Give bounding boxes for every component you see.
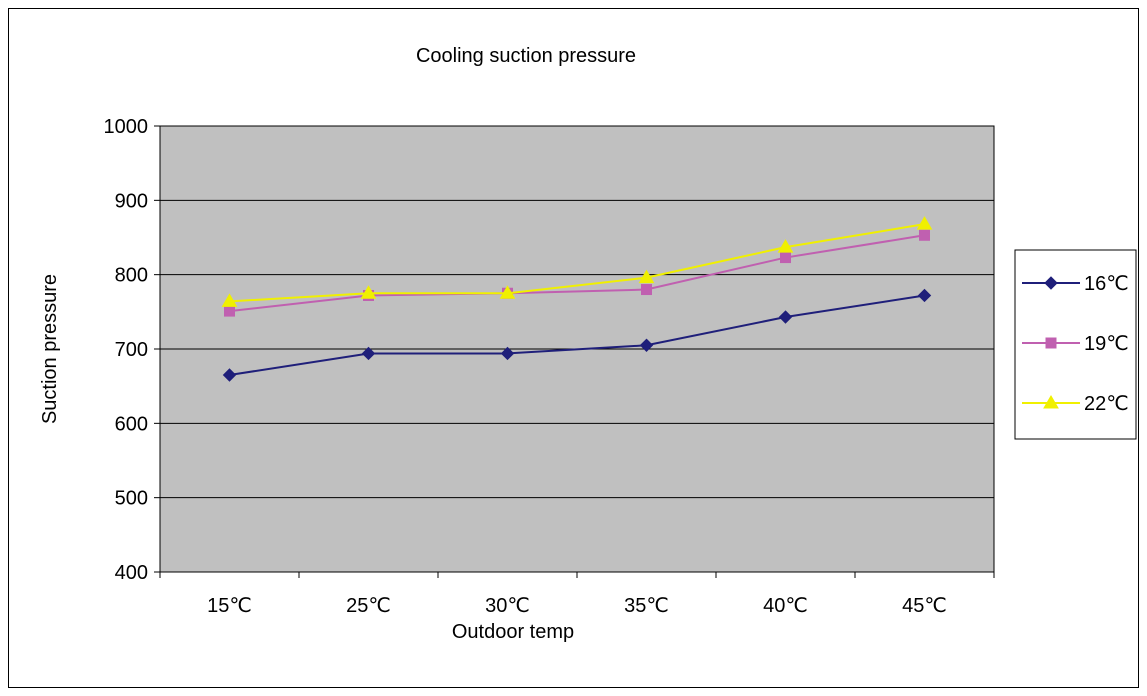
gridlines xyxy=(154,125,994,573)
legend-label-1: 19℃ xyxy=(1084,333,1129,355)
data-point-0-3 xyxy=(639,338,654,352)
data-point-0-4 xyxy=(778,310,793,324)
series-line-2 xyxy=(229,223,925,303)
x-axis-tick-labels: 15℃ 25℃ 30℃ 35℃ 40℃ 45℃ xyxy=(207,595,947,617)
data-point-2-1 xyxy=(360,285,377,299)
x-tick-label-5: 45℃ xyxy=(902,595,947,617)
x-axis-label: Outdoor temp xyxy=(452,621,574,643)
x-tick-label-3: 35℃ xyxy=(624,595,669,617)
x-tick-label-2: 30℃ xyxy=(485,595,530,617)
legend-marker-2 xyxy=(1043,395,1059,409)
y-tick-label-600: 600 xyxy=(115,413,148,435)
data-point-0-0 xyxy=(222,368,237,382)
legend-item-1: 19℃ xyxy=(1022,333,1129,355)
data-point-1-0 xyxy=(224,305,235,317)
data-point-2-4 xyxy=(777,239,794,253)
data-point-0-5 xyxy=(917,288,932,303)
series-layer xyxy=(221,216,933,382)
x-tick-label-4: 40℃ xyxy=(763,595,808,617)
y-tick-label-800: 800 xyxy=(115,265,148,287)
data-point-0-1 xyxy=(361,346,376,361)
y-tick-label-1000: 1000 xyxy=(104,116,149,138)
data-point-2-2 xyxy=(499,285,516,299)
series-line-0 xyxy=(229,294,925,377)
data-point-1-3 xyxy=(641,284,652,296)
data-point-1-4 xyxy=(780,252,791,264)
data-point-1-5 xyxy=(919,229,930,241)
y-tick-label-700: 700 xyxy=(115,339,148,361)
data-point-0-2 xyxy=(500,346,515,361)
y-tick-label-500: 500 xyxy=(115,488,148,510)
legend-box xyxy=(1014,249,1137,440)
series-0 xyxy=(222,288,932,382)
legend-label-0: 16℃ xyxy=(1084,273,1129,295)
y-tick-label-900: 900 xyxy=(115,190,148,212)
data-point-2-5 xyxy=(916,216,933,230)
y-axis-tick-labels: 400 500 600 700 800 900 1000 xyxy=(104,116,149,584)
data-point-2-3 xyxy=(638,269,655,284)
x-axis-ticks xyxy=(159,572,995,578)
legend: 16℃ 19℃ 22℃ xyxy=(1014,249,1137,440)
y-axis-label: Suction pressure xyxy=(39,274,61,424)
data-point-2-0 xyxy=(221,293,238,307)
legend-marker-0 xyxy=(1044,276,1058,290)
legend-marker-1 xyxy=(1045,337,1057,349)
x-tick-label-1: 25℃ xyxy=(346,595,391,617)
series-line-1 xyxy=(229,234,925,313)
x-tick-label-0: 15℃ xyxy=(207,595,252,617)
legend-item-0: 16℃ xyxy=(1022,273,1129,295)
legend-label-2: 22℃ xyxy=(1084,393,1129,415)
y-tick-label-400: 400 xyxy=(115,562,148,584)
series-2 xyxy=(221,216,933,307)
chart-title: Cooling suction pressure xyxy=(416,45,636,67)
legend-item-2: 22℃ xyxy=(1022,393,1129,415)
